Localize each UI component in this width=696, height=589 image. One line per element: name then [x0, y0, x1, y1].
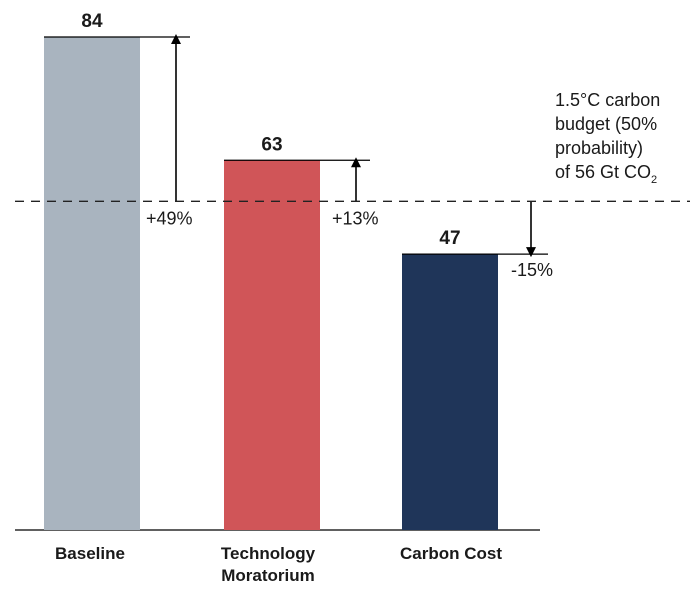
category-label-2-line-1: Technology — [221, 544, 316, 563]
value-label-2: 63 — [261, 134, 282, 155]
category-label-3: Carbon Cost — [400, 544, 502, 563]
difference-label-1: +49% — [146, 208, 193, 228]
bar-2 — [224, 160, 320, 530]
carbon-budget-label-line-3: probability) — [555, 138, 643, 158]
bar-1 — [44, 37, 140, 530]
carbon-budget-label-line-4: of 56 Gt CO2 — [555, 162, 657, 186]
difference-label-2: +13% — [332, 208, 379, 228]
co2-subscript: 2 — [651, 174, 657, 186]
bar-3 — [402, 254, 498, 530]
carbon-budget-label-line-2: budget (50% — [555, 114, 657, 134]
value-label-1: 84 — [81, 11, 103, 32]
carbon-budget-label-line-1: 1.5°C carbon — [555, 90, 660, 110]
difference-label-3: -15% — [511, 260, 553, 280]
category-label-2-line-2: Moratorium — [221, 566, 315, 585]
category-label-1: Baseline — [55, 544, 125, 563]
value-label-3: 47 — [439, 228, 460, 249]
